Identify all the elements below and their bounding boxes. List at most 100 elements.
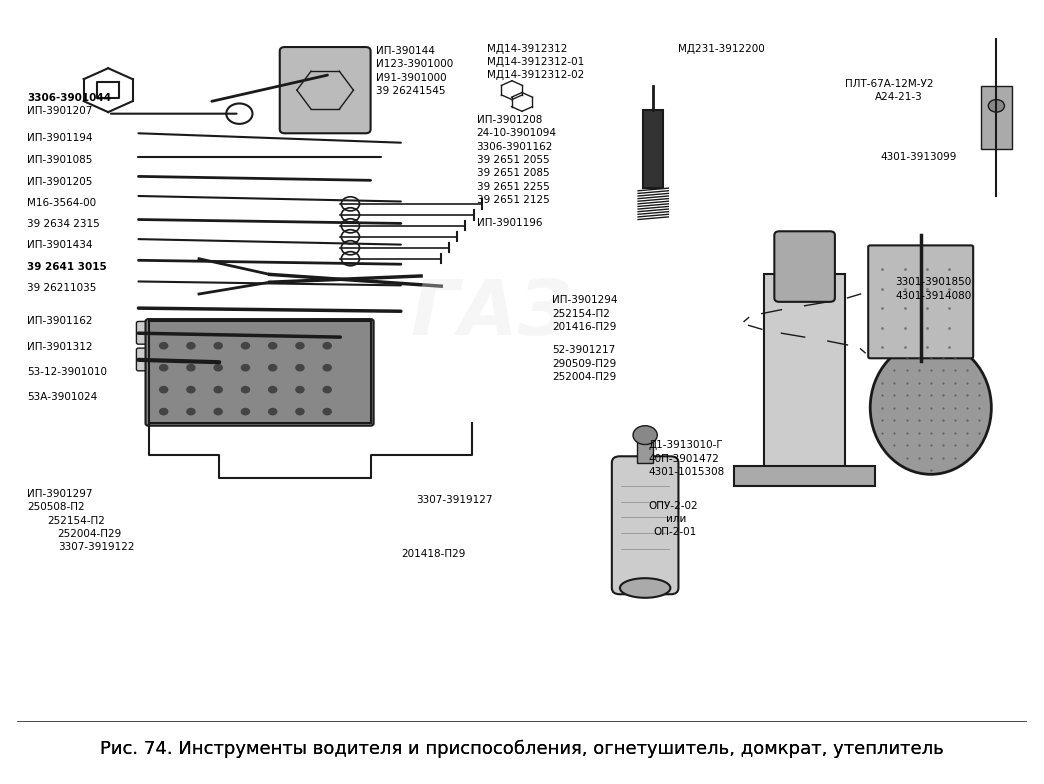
- Circle shape: [989, 100, 1004, 112]
- Circle shape: [324, 408, 331, 415]
- Text: или: или: [666, 514, 687, 524]
- Text: 53А-3901024: 53А-3901024: [27, 393, 98, 402]
- Circle shape: [241, 365, 250, 371]
- Text: 39 2651 2125: 39 2651 2125: [476, 195, 549, 205]
- Text: МД14-3912312-01: МД14-3912312-01: [487, 57, 584, 67]
- Text: 201418-П29: 201418-П29: [401, 550, 466, 559]
- Text: 39 2651 2055: 39 2651 2055: [476, 155, 549, 165]
- Text: И123-3901000: И123-3901000: [376, 60, 453, 69]
- Text: 3306-3901162: 3306-3901162: [476, 142, 553, 151]
- Text: ИП-3901196: ИП-3901196: [476, 218, 542, 227]
- Circle shape: [295, 387, 304, 393]
- Text: 3307-3919122: 3307-3919122: [57, 543, 135, 552]
- Text: ИП-390144: ИП-390144: [376, 46, 434, 56]
- Text: 252004-П29: 252004-П29: [57, 529, 122, 539]
- Text: 4301-3914080: 4301-3914080: [896, 291, 972, 300]
- Circle shape: [214, 343, 222, 349]
- Bar: [643, 110, 663, 188]
- Circle shape: [187, 343, 195, 349]
- Text: 52-3901217: 52-3901217: [552, 346, 616, 355]
- Circle shape: [187, 408, 195, 415]
- Text: А24-21-3: А24-21-3: [875, 93, 923, 102]
- Circle shape: [633, 426, 658, 445]
- FancyBboxPatch shape: [137, 348, 181, 371]
- Bar: [734, 466, 875, 486]
- Circle shape: [214, 387, 222, 393]
- Circle shape: [268, 365, 277, 371]
- Text: ИП-3901297: ИП-3901297: [27, 489, 93, 499]
- Text: ИП-3901207: ИП-3901207: [27, 107, 93, 116]
- Text: 39 26211035: 39 26211035: [27, 283, 97, 292]
- Circle shape: [268, 408, 277, 415]
- Circle shape: [295, 365, 304, 371]
- FancyBboxPatch shape: [145, 319, 374, 426]
- Text: ИП-3901312: ИП-3901312: [27, 343, 93, 352]
- Text: ИП-3901208: ИП-3901208: [476, 115, 542, 125]
- Circle shape: [295, 343, 304, 349]
- Ellipse shape: [871, 341, 992, 474]
- Text: 39 2641 3015: 39 2641 3015: [27, 262, 108, 271]
- Text: Рис. 74. Инструменты водителя и приспособления, огнетушитель, домкрат, утеплител: Рис. 74. Инструменты водителя и приспосо…: [100, 739, 944, 758]
- Text: 252154-П2: 252154-П2: [552, 309, 610, 318]
- FancyBboxPatch shape: [869, 245, 973, 358]
- Circle shape: [295, 408, 304, 415]
- Text: 39 2634 2315: 39 2634 2315: [27, 220, 100, 229]
- Circle shape: [268, 387, 277, 393]
- Text: ИП-3901085: ИП-3901085: [27, 155, 93, 165]
- Text: 39 2651 2085: 39 2651 2085: [476, 169, 549, 178]
- Bar: [981, 86, 1012, 149]
- Text: 3307-3919127: 3307-3919127: [416, 495, 493, 505]
- Text: 40П-3901472: 40П-3901472: [648, 454, 719, 463]
- Text: 53-12-3901010: 53-12-3901010: [27, 368, 108, 377]
- FancyBboxPatch shape: [137, 321, 181, 344]
- Text: 4301-1015308: 4301-1015308: [648, 467, 725, 477]
- Text: М16-3564-00: М16-3564-00: [27, 198, 96, 208]
- Text: 252004-П29: 252004-П29: [552, 372, 617, 382]
- Text: ИП-3901434: ИП-3901434: [27, 241, 93, 250]
- Text: ИП-3901162: ИП-3901162: [27, 317, 93, 326]
- Circle shape: [241, 387, 250, 393]
- Text: 250508-П2: 250508-П2: [27, 503, 85, 512]
- Circle shape: [214, 408, 222, 415]
- Bar: [764, 274, 845, 470]
- Circle shape: [324, 343, 331, 349]
- Circle shape: [241, 408, 250, 415]
- Text: ИП-3901194: ИП-3901194: [27, 133, 93, 143]
- Text: ГАЗ: ГАЗ: [410, 277, 573, 350]
- Circle shape: [268, 343, 277, 349]
- Text: 201416-П29: 201416-П29: [552, 322, 617, 332]
- Text: Рис. 74. Инструменты водителя и приспособления, огнетушитель, домкрат, утеплител: Рис. 74. Инструменты водителя и приспосо…: [100, 739, 944, 758]
- Circle shape: [241, 343, 250, 349]
- Circle shape: [324, 387, 331, 393]
- Text: 4301-3913099: 4301-3913099: [880, 152, 956, 162]
- Circle shape: [187, 387, 195, 393]
- Circle shape: [187, 365, 195, 371]
- Text: МД14-3912312: МД14-3912312: [487, 44, 567, 53]
- Text: И91-3901000: И91-3901000: [376, 73, 446, 82]
- Circle shape: [160, 365, 168, 371]
- FancyBboxPatch shape: [612, 456, 679, 594]
- Text: Д1-3913010-Г: Д1-3913010-Г: [648, 441, 722, 450]
- Circle shape: [324, 365, 331, 371]
- FancyBboxPatch shape: [280, 47, 371, 133]
- Text: 3301-3901850: 3301-3901850: [896, 278, 972, 287]
- Circle shape: [160, 408, 168, 415]
- Ellipse shape: [620, 579, 670, 598]
- Text: 39 26241545: 39 26241545: [376, 86, 445, 96]
- Text: МД231-3912200: МД231-3912200: [679, 44, 765, 53]
- Text: ПЛТ-67А-12М-У2: ПЛТ-67А-12М-У2: [845, 79, 933, 89]
- Circle shape: [160, 387, 168, 393]
- Bar: [637, 439, 654, 463]
- Text: МД14-3912312-02: МД14-3912312-02: [487, 71, 584, 80]
- Text: ОП-2-01: ОП-2-01: [654, 528, 696, 537]
- Text: 290509-П29: 290509-П29: [552, 359, 617, 368]
- Text: 24-10-3901094: 24-10-3901094: [476, 129, 556, 138]
- Text: ИП-3901205: ИП-3901205: [27, 177, 93, 187]
- Text: ОПУ-2-02: ОПУ-2-02: [648, 501, 697, 510]
- Bar: [148, 321, 371, 423]
- Text: 39 2651 2255: 39 2651 2255: [476, 182, 549, 191]
- FancyBboxPatch shape: [775, 231, 835, 302]
- Circle shape: [214, 365, 222, 371]
- Text: 3306-3901044: 3306-3901044: [27, 93, 112, 103]
- Text: ИП-3901294: ИП-3901294: [552, 296, 618, 305]
